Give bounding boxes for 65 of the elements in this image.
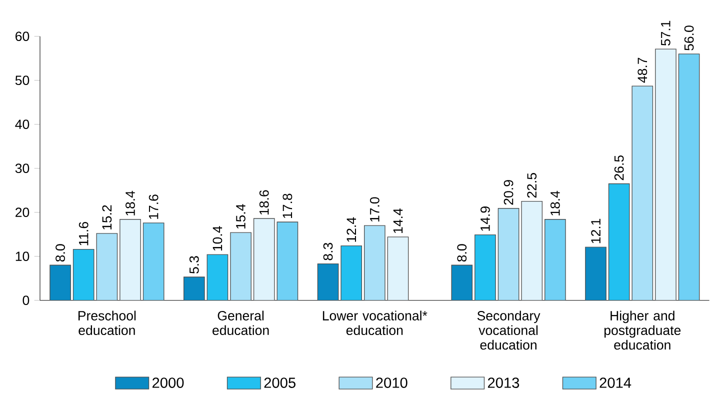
data-label: 15.2	[102, 205, 112, 230]
bar	[96, 233, 118, 300]
bar	[585, 246, 606, 300]
data-label: 18.4	[550, 190, 560, 216]
y-tick-label: 60	[16, 32, 30, 42]
data-label: 12.4	[346, 217, 356, 242]
x-tick-label: Preschool education	[78, 310, 136, 336]
bar	[50, 264, 71, 300]
data-label: 10.4	[212, 226, 222, 251]
data-label: 5.3	[189, 256, 199, 274]
bar	[451, 264, 473, 300]
x-tick-label: Higher and postgraduate education	[604, 310, 681, 350]
bar	[655, 48, 676, 300]
data-label: 15.4	[236, 204, 246, 229]
x-tick-label: General education	[212, 310, 269, 336]
data-label: 14.4	[393, 208, 403, 233]
bar	[340, 245, 362, 300]
bar	[632, 86, 654, 300]
bar	[498, 208, 520, 300]
y-tick-label: 30	[15, 164, 30, 174]
x-tick-label: Secondary vocational education	[477, 310, 540, 350]
bar	[142, 222, 164, 300]
data-label: 17.0	[370, 197, 380, 222]
data-label: 17.8	[282, 194, 292, 218]
bar	[183, 276, 205, 300]
data-label: 48.7	[638, 58, 648, 83]
bar	[206, 254, 228, 300]
bar	[317, 263, 339, 300]
data-label: 18.4	[126, 190, 135, 216]
y-tick-label: 20	[16, 208, 30, 218]
y-tick-label: 10	[16, 252, 30, 262]
bar	[230, 232, 252, 300]
bar	[474, 234, 496, 300]
data-label: 14.9	[480, 206, 490, 231]
data-label: 17.6	[148, 194, 158, 219]
data-label: 8.0	[56, 244, 65, 262]
data-label: 8.3	[323, 242, 333, 260]
bar	[253, 218, 275, 300]
data-label: 57.1	[661, 20, 670, 46]
data-label: 22.5	[527, 173, 537, 198]
legend-label: 2014	[600, 378, 632, 388]
legend-label: 2013	[488, 378, 520, 388]
bar	[276, 222, 298, 300]
data-label: 18.6	[259, 190, 269, 214]
bar	[364, 225, 386, 300]
data-label: 20.9	[504, 180, 514, 205]
data-label: 8.0	[457, 244, 467, 262]
bar	[521, 201, 543, 300]
bar	[608, 183, 630, 300]
data-label: 26.5	[614, 155, 624, 180]
legend-label: 2005	[264, 378, 296, 388]
bar	[544, 219, 566, 300]
data-label: 12.1	[591, 218, 600, 244]
data-label: 56.0	[684, 26, 694, 50]
legend-label: 2000	[152, 378, 184, 388]
bar	[120, 219, 141, 300]
y-tick-label: 50	[15, 76, 30, 86]
legend-label: 2010	[376, 378, 408, 388]
y-tick-label: 0	[22, 296, 30, 306]
bar	[72, 248, 94, 300]
y-tick-label: 40	[15, 120, 30, 130]
x-tick-label: Lower vocational* education	[322, 310, 428, 336]
data-label: 11.6	[78, 222, 88, 246]
bar	[678, 54, 700, 300]
bar	[387, 236, 409, 300]
